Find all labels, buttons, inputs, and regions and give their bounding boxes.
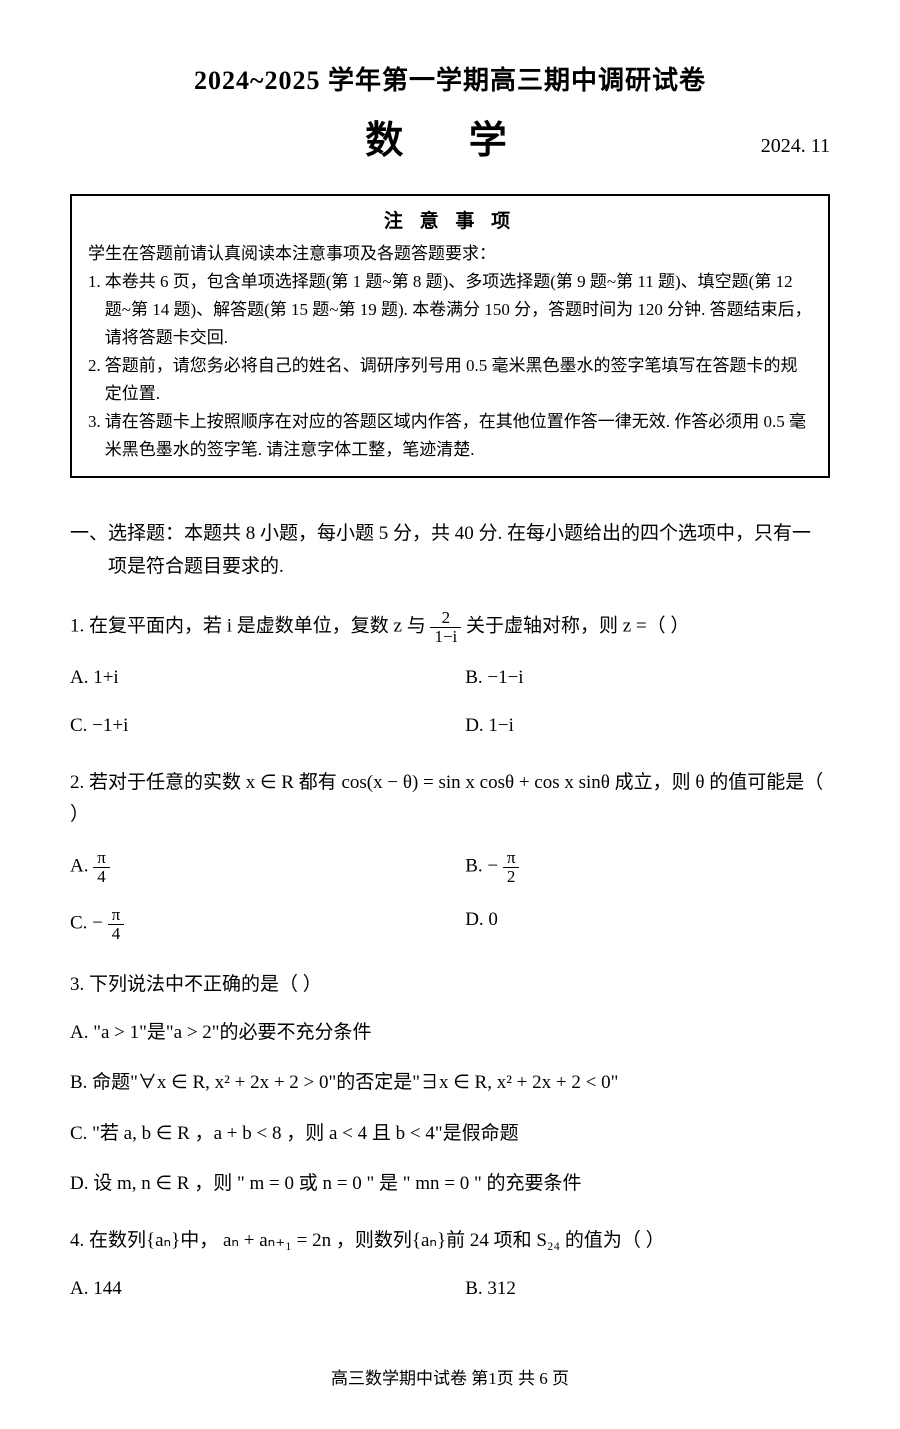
options: A. 144 B. 312 <box>70 1275 830 1304</box>
question-2: 2. 若对于任意的实数 x ∈ R 都有 cos(x − θ) = sin x … <box>70 767 830 943</box>
option-row: A. 1+i B. −1−i <box>70 664 830 693</box>
option-d: D. 设 m, n ∈ R ，则 " m = 0 或 n = 0 " 是 " m… <box>70 1170 830 1199</box>
question-3: 3. 下列说法中不正确的是（ ） A. "a > 1"是"a > 2"的必要不充… <box>70 969 830 1199</box>
option-row: A. π 4 B. − π 2 <box>70 849 830 886</box>
page-footer: 高三数学期中试卷 第1页 共 6 页 <box>70 1364 830 1389</box>
notice-item-num: 3. <box>88 408 101 464</box>
frac-den: 4 <box>93 868 110 886</box>
notice-item: 1. 本卷共 6 页，包含单项选择题(第 1 题~第 8 题)、多项选择题(第 … <box>88 268 812 352</box>
frac-num: π <box>503 849 520 868</box>
notice-item-text: 本卷共 6 页，包含单项选择题(第 1 题~第 8 题)、多项选择题(第 9 题… <box>105 268 812 352</box>
question-stem: 4. 在数列{aₙ}中， aₙ + aₙ₊₁ = 2n ，则数列{aₙ}前 24… <box>70 1225 830 1257</box>
frac-den: 4 <box>108 925 125 943</box>
notice-intro: 学生在答题前请认真阅读本注意事项及各题答题要求： <box>88 239 812 264</box>
opt-prefix: C. − <box>70 913 103 934</box>
option-b: B. −1−i <box>465 664 830 693</box>
notice-item-text: 答题前，请您务必将自己的姓名、调研序列号用 0.5 毫米黑色墨水的签字笔填写在答… <box>105 352 812 408</box>
exam-page: 2024~2025 学年第一学期高三期中调研试卷 数 学 2024. 11 注 … <box>0 0 900 1429</box>
option-a: A. 1+i <box>70 664 465 693</box>
option-a: A. 144 <box>70 1275 465 1304</box>
frac-den: 2 <box>503 868 520 886</box>
notice-item: 2. 答题前，请您务必将自己的姓名、调研序列号用 0.5 毫米黑色墨水的签字笔填… <box>88 352 812 408</box>
section-text: 选择题：本题共 8 小题，每小题 5 分，共 40 分. 在每小题给出的四个选项… <box>108 518 830 583</box>
question-stem: 1. 在复平面内，若 i 是虚数单位，复数 z 与 2 1−i 关于虚轴对称，则… <box>70 609 830 646</box>
opt-prefix: B. − <box>465 856 498 877</box>
frac-num: π <box>108 906 125 925</box>
notice-item: 3. 请在答题卡上按照顺序在对应的答题区域内作答，在其他位置作答一律无效. 作答… <box>88 408 812 464</box>
page-title: 2024~2025 学年第一学期高三期中调研试卷 <box>70 60 830 97</box>
notice-item-num: 1. <box>88 268 101 352</box>
option-c: C. "若 a, b ∈ R ，a + b < 8 ，则 a < 4 且 b <… <box>70 1120 830 1149</box>
option-a: A. π 4 <box>70 849 465 886</box>
frac-num: 2 <box>430 609 461 628</box>
fraction: 2 1−i <box>430 609 461 646</box>
options: A. 1+i B. −1−i C. −1+i D. 1−i <box>70 664 830 741</box>
stem-text: 关于虚轴对称，则 z =（ ） <box>466 616 689 637</box>
frac-den: 1−i <box>430 628 461 646</box>
question-stem: 3. 下列说法中不正确的是（ ） <box>70 969 830 1001</box>
option-d: D. 0 <box>465 906 830 943</box>
option-row: C. −1+i D. 1−i <box>70 712 830 741</box>
option-d: D. 1−i <box>465 712 830 741</box>
option-b: B. 命题"∀x ∈ R, x² + 2x + 2 > 0"的否定是"∃x ∈ … <box>70 1069 830 1098</box>
stem-text: 1. 在复平面内，若 i 是虚数单位，复数 z 与 <box>70 616 430 637</box>
notice-box: 注 意 事 项 学生在答题前请认真阅读本注意事项及各题答题要求： 1. 本卷共 … <box>70 194 830 478</box>
frac-num: π <box>93 849 110 868</box>
subject-row: 数 学 2024. 11 <box>70 109 830 164</box>
notice-heading: 注 意 事 项 <box>88 206 812 233</box>
option-b: B. − π 2 <box>465 849 830 886</box>
question-1: 1. 在复平面内，若 i 是虚数单位，复数 z 与 2 1−i 关于虚轴对称，则… <box>70 609 830 741</box>
question-stem: 2. 若对于任意的实数 x ∈ R 都有 cos(x − θ) = sin x … <box>70 767 830 832</box>
options: A. π 4 B. − π 2 C. − <box>70 849 830 942</box>
opt-prefix: A. <box>70 856 93 877</box>
fraction: π 2 <box>503 849 520 886</box>
section-label: 一、 <box>70 518 108 583</box>
question-4: 4. 在数列{aₙ}中， aₙ + aₙ₊₁ = 2n ，则数列{aₙ}前 24… <box>70 1225 830 1304</box>
exam-date: 2024. 11 <box>761 135 830 158</box>
fraction: π 4 <box>93 849 110 886</box>
option-row: C. − π 4 D. 0 <box>70 906 830 943</box>
section-heading: 一、 选择题：本题共 8 小题，每小题 5 分，共 40 分. 在每小题给出的四… <box>70 518 830 583</box>
option-a: A. "a > 1"是"a > 2"的必要不充分条件 <box>70 1019 830 1048</box>
option-c: C. − π 4 <box>70 906 465 943</box>
option-b: B. 312 <box>465 1275 830 1304</box>
option-row: A. 144 B. 312 <box>70 1275 830 1304</box>
notice-item-text: 请在答题卡上按照顺序在对应的答题区域内作答，在其他位置作答一律无效. 作答必须用… <box>105 408 812 464</box>
fraction: π 4 <box>108 906 125 943</box>
options: A. "a > 1"是"a > 2"的必要不充分条件 B. 命题"∀x ∈ R,… <box>70 1019 830 1199</box>
option-c: C. −1+i <box>70 712 465 741</box>
notice-item-num: 2. <box>88 352 101 408</box>
subject-label: 数 学 <box>365 109 535 164</box>
